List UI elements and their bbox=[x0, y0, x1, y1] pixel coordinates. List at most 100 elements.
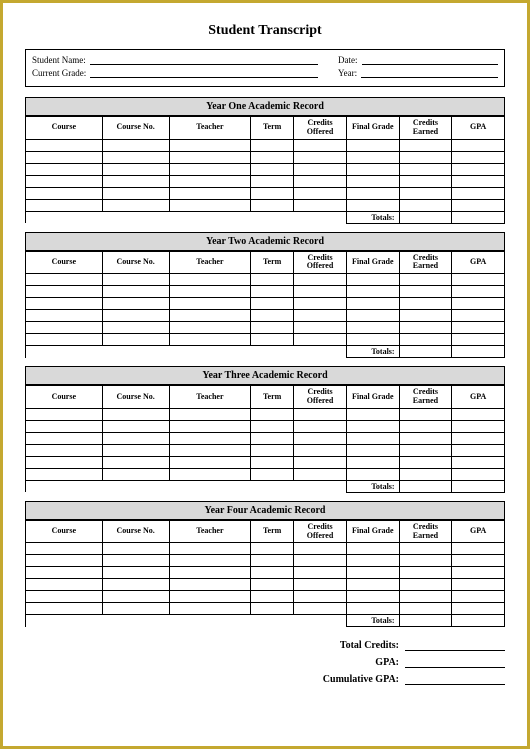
table-cell[interactable] bbox=[26, 199, 103, 211]
table-cell[interactable] bbox=[346, 199, 399, 211]
table-cell[interactable] bbox=[399, 555, 452, 567]
table-cell[interactable] bbox=[26, 444, 103, 456]
table-cell[interactable] bbox=[251, 444, 294, 456]
table-cell[interactable] bbox=[399, 432, 452, 444]
table-cell[interactable] bbox=[452, 420, 505, 432]
table-cell[interactable] bbox=[102, 298, 169, 310]
table-cell[interactable] bbox=[102, 432, 169, 444]
totals-credits-earned[interactable] bbox=[399, 211, 452, 223]
table-cell[interactable] bbox=[346, 322, 399, 334]
table-cell[interactable] bbox=[399, 468, 452, 480]
table-cell[interactable] bbox=[26, 139, 103, 151]
table-cell[interactable] bbox=[294, 591, 347, 603]
table-cell[interactable] bbox=[399, 444, 452, 456]
table-cell[interactable] bbox=[399, 139, 452, 151]
table-cell[interactable] bbox=[169, 274, 250, 286]
table-cell[interactable] bbox=[346, 468, 399, 480]
table-cell[interactable] bbox=[346, 175, 399, 187]
table-cell[interactable] bbox=[169, 456, 250, 468]
table-cell[interactable] bbox=[251, 274, 294, 286]
table-cell[interactable] bbox=[399, 456, 452, 468]
table-cell[interactable] bbox=[169, 199, 250, 211]
table-cell[interactable] bbox=[346, 408, 399, 420]
table-cell[interactable] bbox=[346, 298, 399, 310]
table-cell[interactable] bbox=[251, 199, 294, 211]
table-cell[interactable] bbox=[452, 543, 505, 555]
table-cell[interactable] bbox=[251, 286, 294, 298]
table-cell[interactable] bbox=[399, 151, 452, 163]
table-cell[interactable] bbox=[26, 591, 103, 603]
table-cell[interactable] bbox=[399, 298, 452, 310]
table-cell[interactable] bbox=[346, 274, 399, 286]
table-cell[interactable] bbox=[452, 187, 505, 199]
table-cell[interactable] bbox=[452, 139, 505, 151]
table-cell[interactable] bbox=[169, 187, 250, 199]
table-cell[interactable] bbox=[169, 603, 250, 615]
table-cell[interactable] bbox=[452, 322, 505, 334]
table-cell[interactable] bbox=[26, 408, 103, 420]
table-cell[interactable] bbox=[102, 567, 169, 579]
table-cell[interactable] bbox=[102, 322, 169, 334]
table-cell[interactable] bbox=[294, 151, 347, 163]
table-cell[interactable] bbox=[26, 567, 103, 579]
table-cell[interactable] bbox=[346, 286, 399, 298]
table-cell[interactable] bbox=[346, 555, 399, 567]
table-cell[interactable] bbox=[294, 163, 347, 175]
totals-gpa[interactable] bbox=[452, 211, 505, 223]
current-grade-input[interactable] bbox=[90, 67, 318, 78]
table-cell[interactable] bbox=[102, 139, 169, 151]
table-cell[interactable] bbox=[294, 298, 347, 310]
table-cell[interactable] bbox=[26, 187, 103, 199]
table-cell[interactable] bbox=[294, 408, 347, 420]
table-cell[interactable] bbox=[251, 555, 294, 567]
table-cell[interactable] bbox=[26, 432, 103, 444]
table-cell[interactable] bbox=[102, 151, 169, 163]
table-cell[interactable] bbox=[26, 175, 103, 187]
table-cell[interactable] bbox=[452, 151, 505, 163]
table-cell[interactable] bbox=[452, 310, 505, 322]
table-cell[interactable] bbox=[399, 310, 452, 322]
table-cell[interactable] bbox=[346, 543, 399, 555]
table-cell[interactable] bbox=[346, 334, 399, 346]
table-cell[interactable] bbox=[169, 567, 250, 579]
table-cell[interactable] bbox=[102, 555, 169, 567]
gpa-input[interactable] bbox=[405, 656, 505, 668]
table-cell[interactable] bbox=[452, 175, 505, 187]
table-cell[interactable] bbox=[102, 591, 169, 603]
table-cell[interactable] bbox=[251, 432, 294, 444]
table-cell[interactable] bbox=[346, 432, 399, 444]
table-cell[interactable] bbox=[399, 175, 452, 187]
table-cell[interactable] bbox=[452, 579, 505, 591]
table-cell[interactable] bbox=[452, 555, 505, 567]
table-cell[interactable] bbox=[169, 591, 250, 603]
table-cell[interactable] bbox=[102, 543, 169, 555]
table-cell[interactable] bbox=[346, 187, 399, 199]
table-cell[interactable] bbox=[251, 163, 294, 175]
table-cell[interactable] bbox=[251, 603, 294, 615]
year-input[interactable] bbox=[361, 67, 498, 78]
table-cell[interactable] bbox=[294, 603, 347, 615]
table-cell[interactable] bbox=[26, 298, 103, 310]
table-cell[interactable] bbox=[169, 175, 250, 187]
table-cell[interactable] bbox=[251, 322, 294, 334]
table-cell[interactable] bbox=[169, 468, 250, 480]
table-cell[interactable] bbox=[26, 286, 103, 298]
table-cell[interactable] bbox=[26, 579, 103, 591]
table-cell[interactable] bbox=[399, 274, 452, 286]
table-cell[interactable] bbox=[346, 456, 399, 468]
table-cell[interactable] bbox=[169, 139, 250, 151]
table-cell[interactable] bbox=[399, 334, 452, 346]
table-cell[interactable] bbox=[294, 199, 347, 211]
table-cell[interactable] bbox=[294, 286, 347, 298]
table-cell[interactable] bbox=[102, 163, 169, 175]
table-cell[interactable] bbox=[346, 603, 399, 615]
table-cell[interactable] bbox=[346, 567, 399, 579]
table-cell[interactable] bbox=[251, 420, 294, 432]
table-cell[interactable] bbox=[452, 432, 505, 444]
table-cell[interactable] bbox=[169, 555, 250, 567]
table-cell[interactable] bbox=[102, 444, 169, 456]
table-cell[interactable] bbox=[452, 591, 505, 603]
table-cell[interactable] bbox=[452, 163, 505, 175]
table-cell[interactable] bbox=[294, 420, 347, 432]
table-cell[interactable] bbox=[346, 151, 399, 163]
